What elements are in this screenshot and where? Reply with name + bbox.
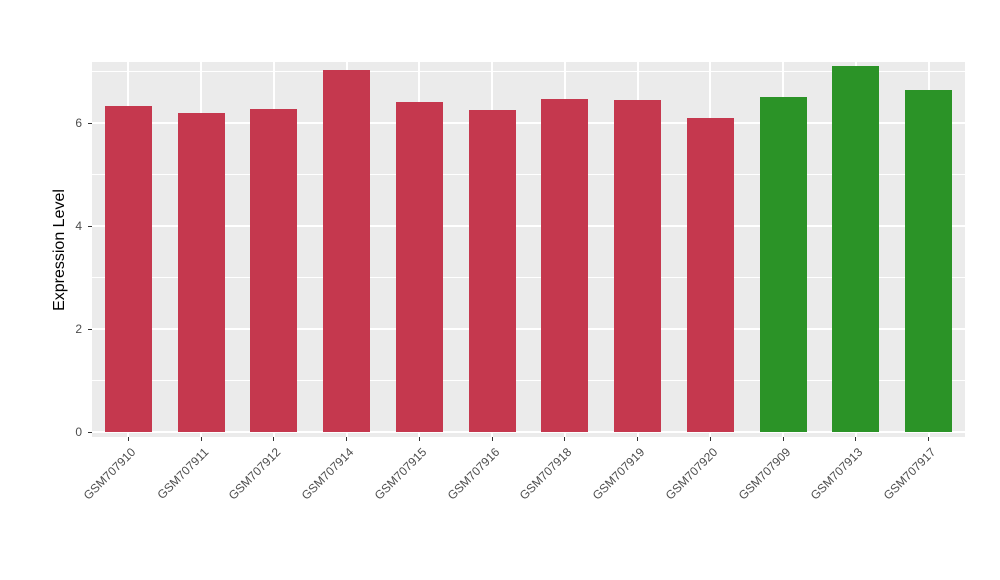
- y-tick-mark: [88, 225, 92, 227]
- x-tick-mark: [709, 437, 711, 441]
- x-tick-mark: [127, 437, 129, 441]
- y-tick-label: 2: [75, 322, 82, 336]
- x-tick-mark: [346, 437, 348, 441]
- y-axis: 0 2 4 6: [0, 62, 92, 439]
- bar: [468, 110, 516, 432]
- bar: [541, 98, 589, 432]
- bar: [323, 70, 371, 432]
- bar: [905, 89, 953, 432]
- y-tick-mark: [88, 122, 92, 124]
- x-tick-label-text: GSM707919: [589, 445, 648, 503]
- x-tick-label-text: GSM707909: [735, 445, 794, 503]
- gridline-major: [92, 122, 965, 124]
- y-tick-label: 4: [75, 219, 82, 233]
- x-tick-label-text: GSM707910: [80, 445, 139, 503]
- x-tick-mark: [855, 437, 857, 441]
- x-tick-mark: [564, 437, 566, 441]
- gridline-minor: [92, 70, 965, 72]
- x-tick-label-text: GSM707912: [226, 445, 284, 503]
- x-tick-mark: [782, 437, 784, 441]
- bar: [759, 97, 807, 432]
- y-tick-mark: [88, 431, 92, 433]
- x-tick-mark: [491, 437, 493, 441]
- y-tick-label: 0: [75, 425, 82, 439]
- bar: [614, 100, 662, 432]
- gridline-minor: [92, 379, 965, 381]
- gridline-major: [92, 328, 965, 330]
- gridline-minor: [92, 276, 965, 278]
- bar: [104, 106, 152, 432]
- bar: [250, 109, 298, 432]
- x-tick-mark: [273, 437, 275, 441]
- x-axis: GSM707910 GSM707911 GSM707912 GSM707914 GSM7…: [81, 437, 965, 572]
- y-tick-mark: [88, 328, 92, 330]
- gridline-major: [92, 431, 965, 433]
- x-tick-label-text: GSM707914: [298, 445, 357, 503]
- y-tick-label: 6: [75, 116, 82, 130]
- x-tick-label-text: GSM707915: [371, 445, 430, 503]
- x-tick-label-text: GSM707920: [662, 445, 721, 503]
- plot-panel: [92, 62, 965, 437]
- bar: [395, 102, 443, 432]
- x-tick-label-text: GSM707913: [808, 445, 866, 503]
- x-tick-mark: [928, 437, 930, 441]
- bar: [177, 112, 225, 432]
- x-tick-label-text: GSM707916: [444, 445, 503, 503]
- x-tick-label-text: GSM707918: [517, 445, 575, 503]
- x-tick-label-text: GSM707911: [154, 445, 212, 502]
- gridline-major: [92, 225, 965, 227]
- x-tick-mark: [418, 437, 420, 441]
- x-tick-mark: [637, 437, 639, 441]
- gridline-minor: [92, 173, 965, 175]
- bar: [686, 117, 734, 432]
- x-tick-label-text: GSM707917: [880, 445, 939, 503]
- bar: [832, 66, 880, 432]
- x-tick-mark: [200, 437, 202, 441]
